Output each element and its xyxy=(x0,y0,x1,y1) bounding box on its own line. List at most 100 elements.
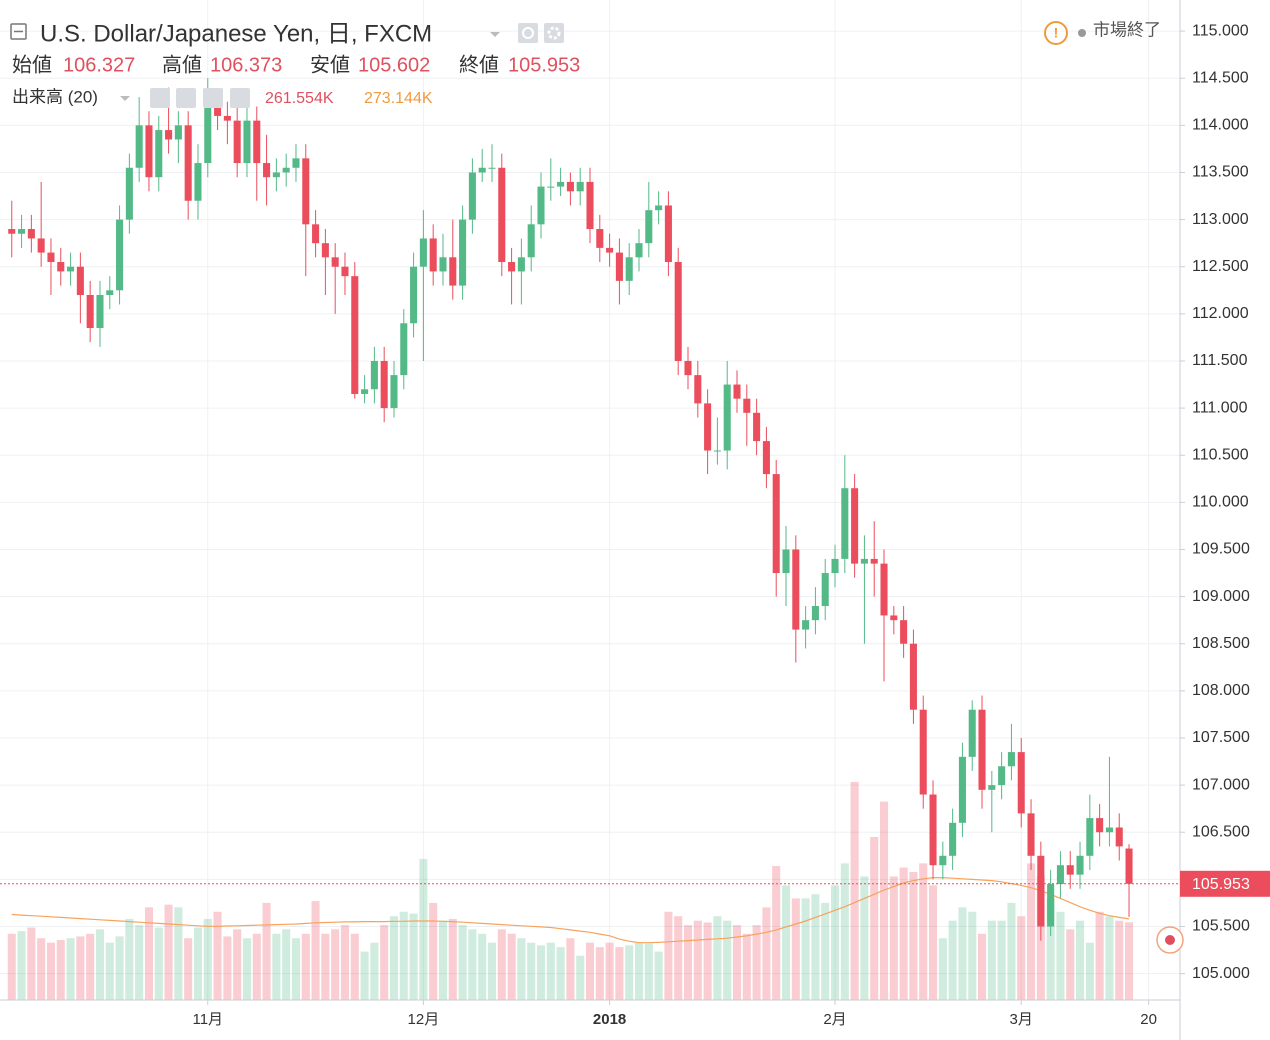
candle-body xyxy=(949,822,957,856)
volume-bar xyxy=(478,933,487,1000)
volume-bar xyxy=(654,951,663,1000)
volume-bar xyxy=(732,925,742,1000)
volume-bar xyxy=(1115,920,1124,1000)
volume-bar xyxy=(723,920,732,1000)
volume-bar xyxy=(37,938,46,1000)
candle-body xyxy=(929,794,937,866)
volume-bar xyxy=(458,925,467,1000)
volume-bar xyxy=(115,936,124,1000)
volume-bar xyxy=(438,920,448,1000)
volume-bar xyxy=(154,927,163,1000)
volume-bar xyxy=(527,942,536,1000)
market-status: 市場終了 xyxy=(1093,20,1161,39)
volume-bar xyxy=(713,916,722,1000)
low-value: 105.602 xyxy=(358,54,430,76)
candle-body xyxy=(1037,855,1045,927)
volume-bar xyxy=(272,933,281,1000)
candle-body xyxy=(468,172,476,220)
candle-body xyxy=(615,252,623,281)
volume-bar xyxy=(184,938,193,1000)
volume-bar xyxy=(811,894,820,1000)
x-tick-label: 11月 xyxy=(192,1011,223,1028)
candle-body xyxy=(958,756,966,823)
volume-bar xyxy=(331,929,340,1000)
volume-bar xyxy=(958,907,967,1000)
volume-bar xyxy=(791,898,800,1000)
candle-body xyxy=(694,375,702,404)
candle-body xyxy=(439,257,447,272)
volume-bar xyxy=(66,938,75,1000)
volume-bar xyxy=(860,876,869,1000)
candle-body xyxy=(498,167,506,263)
volume-dropdown[interactable] xyxy=(120,96,130,101)
candle-body xyxy=(900,620,908,644)
low-label: 安値 xyxy=(310,53,350,76)
candle-body xyxy=(635,243,643,258)
volume-bar xyxy=(86,933,95,1000)
volume-bar xyxy=(870,836,879,1000)
volume-bar xyxy=(801,898,810,1000)
volume-bar xyxy=(340,925,350,1000)
volume-bar xyxy=(664,911,673,1000)
candle-body xyxy=(165,130,173,140)
candle-body xyxy=(321,243,329,258)
candle-body xyxy=(135,125,143,168)
candle-body xyxy=(96,295,104,328)
candle-body xyxy=(223,115,231,121)
candle-body xyxy=(400,323,408,376)
y-tick-label: 108.500 xyxy=(1192,635,1250,652)
title-dropdown[interactable] xyxy=(490,32,500,37)
volume-bar xyxy=(762,907,771,1000)
candle-body xyxy=(361,389,369,394)
x-tick-label: 2018 xyxy=(593,1011,626,1028)
volume-bar xyxy=(95,929,104,1000)
candle-body xyxy=(870,558,878,564)
y-tick-label: 108.000 xyxy=(1192,682,1250,699)
candle-body xyxy=(1017,752,1025,814)
candle-body xyxy=(606,247,614,253)
candle-body xyxy=(1027,813,1035,856)
close-value: 105.953 xyxy=(508,54,580,76)
volume-settings-button[interactable] xyxy=(176,88,196,108)
candle-body xyxy=(566,181,574,192)
candle-body xyxy=(370,360,378,390)
volume-bar xyxy=(233,929,242,1000)
volume-bar xyxy=(752,925,761,1000)
eye-button[interactable] xyxy=(518,23,538,43)
volume-bar xyxy=(46,942,55,1000)
volume-bar xyxy=(1066,929,1075,1000)
alert-icon[interactable] xyxy=(1044,21,1068,45)
volume-eye-button[interactable] xyxy=(150,88,170,108)
volume-bar xyxy=(889,876,898,1000)
volume-bar xyxy=(821,902,830,1000)
volume-bar xyxy=(536,945,546,1000)
volume-bar xyxy=(174,907,183,1000)
volume-bar xyxy=(546,942,555,1000)
volume-bar xyxy=(7,933,16,1000)
candle-body xyxy=(547,186,555,188)
candle-body xyxy=(1047,884,1055,927)
volume-bar xyxy=(938,938,947,1000)
y-tick-label: 113.000 xyxy=(1192,211,1249,228)
volume-bar xyxy=(429,902,438,1000)
candle-body xyxy=(1096,818,1104,833)
candle-body xyxy=(67,266,75,272)
candle-body xyxy=(380,360,388,409)
candle-body xyxy=(1076,855,1084,875)
volume-remove-button[interactable] xyxy=(230,88,250,108)
volume-add-button[interactable] xyxy=(203,88,223,108)
volume-bar xyxy=(1085,942,1094,1000)
x-tick-label: 20 xyxy=(1140,1011,1157,1028)
volume-bar xyxy=(850,782,859,1000)
grid xyxy=(0,0,1180,1000)
volume-bar xyxy=(919,863,928,1000)
volume-ma-value: 273.144K xyxy=(364,90,433,107)
candle-body xyxy=(939,855,947,866)
volume-bar xyxy=(703,922,712,1000)
volume-bar xyxy=(840,863,849,1000)
candle-body xyxy=(537,186,545,225)
collapse-icon[interactable] xyxy=(10,23,27,40)
settings-button[interactable] xyxy=(544,23,564,43)
y-tick-label: 109.500 xyxy=(1192,541,1250,558)
candle-body xyxy=(390,375,398,409)
